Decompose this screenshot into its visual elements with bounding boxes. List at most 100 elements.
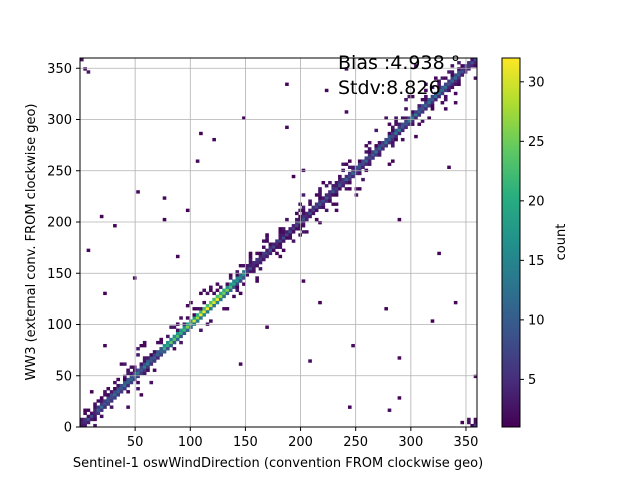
heatmap-cell (106, 393, 111, 397)
heatmap-cell (473, 374, 477, 379)
heatmap-cell (265, 236, 269, 240)
heatmap-cell (265, 233, 269, 237)
heatmap-cell (232, 294, 236, 299)
heatmap-cell (295, 227, 299, 231)
heatmap-cell (334, 184, 339, 188)
heatmap-cell (357, 162, 362, 166)
heatmap-cell (334, 202, 339, 206)
heatmap-cell (265, 254, 269, 259)
heatmap-cell (404, 97, 408, 102)
heatmap-cell (149, 353, 154, 357)
heatmap-cell (453, 91, 458, 96)
stdv-annotation: Stdv:8.826 (338, 77, 441, 99)
heatmap-cell (387, 162, 392, 166)
heatmap-cell (387, 141, 392, 145)
x-axis-label: Sentinel-1 oswWindDirection (convention … (73, 456, 483, 471)
heatmap-cell (298, 227, 302, 231)
heatmap-cell (410, 119, 415, 123)
heatmap-cell (113, 396, 117, 400)
heatmap-cell (344, 187, 349, 191)
heatmap-cell (116, 377, 120, 382)
heatmap-cell (404, 116, 408, 120)
heatmap-cell (400, 122, 405, 126)
heatmap-cell (123, 387, 127, 391)
heatmap-cell (252, 260, 256, 265)
heatmap-cell (473, 58, 477, 62)
heatmap-cell (199, 316, 203, 320)
heatmap-cell (414, 116, 418, 120)
heatmap-cell (450, 79, 455, 83)
heatmap-cell (99, 405, 104, 409)
heatmap-cell (142, 356, 147, 360)
heatmap-cell (225, 291, 230, 296)
heatmap-cell (215, 297, 220, 302)
heatmap-cell (83, 417, 87, 422)
heatmap-cell (83, 411, 87, 416)
heatmap-cell (189, 300, 193, 305)
heatmap-cell (142, 359, 147, 363)
heatmap-cell (218, 285, 223, 289)
heatmap-cell (288, 227, 293, 231)
heatmap-cell (371, 156, 375, 160)
heatmap-cell (248, 257, 253, 262)
heatmap-cell (228, 276, 233, 280)
heatmap-cell (420, 107, 425, 111)
heatmap-cell (291, 224, 296, 228)
heatmap-cell (324, 193, 329, 197)
heatmap-cell (397, 396, 402, 400)
heatmap-cell (281, 248, 286, 253)
heatmap-cell (374, 144, 379, 148)
heatmap-cell (304, 230, 309, 234)
heatmap-cell (199, 291, 203, 296)
heatmap-cell (116, 393, 120, 397)
heatmap-cell (321, 199, 326, 203)
heatmap-cell (298, 202, 302, 206)
heatmap-cell (318, 202, 322, 206)
heatmap-cell (136, 387, 140, 391)
heatmap-cell (182, 331, 187, 336)
heatmap-cell (301, 279, 306, 283)
heatmap-cell (314, 217, 319, 222)
heatmap-cell (106, 399, 111, 403)
heatmap-cell (291, 227, 296, 231)
heatmap-cell (222, 294, 226, 299)
heatmap-cell (103, 405, 107, 409)
colorbar-tick-label: 15 (528, 254, 545, 269)
heatmap-cell (450, 70, 455, 74)
heatmap-cell (304, 211, 309, 216)
heatmap-cell (265, 239, 269, 243)
heatmap-cell (258, 267, 263, 271)
heatmap-cell (169, 340, 173, 345)
heatmap-cell (354, 165, 359, 170)
heatmap-cell (209, 304, 213, 308)
heatmap-cell (93, 411, 97, 416)
heatmap-cell (225, 282, 230, 286)
heatmap-cell (311, 208, 316, 213)
y-tick-label: 0 (64, 421, 72, 436)
heatmap-cell (80, 420, 84, 425)
heatmap-cell (457, 61, 461, 65)
heatmap-cell (473, 417, 477, 422)
heatmap-cell (109, 390, 114, 394)
heatmap-cell (113, 393, 117, 397)
heatmap-cell (109, 393, 114, 397)
heatmap-cell (381, 141, 385, 145)
heatmap-cell (430, 85, 435, 90)
heatmap-cell (414, 110, 418, 114)
heatmap-cell (301, 217, 306, 222)
heatmap-cell (93, 423, 97, 427)
heatmap-cell (268, 242, 273, 246)
heatmap-cell (361, 177, 365, 182)
heatmap-cell (298, 233, 302, 237)
heatmap-cell (99, 408, 104, 412)
heatmap-cell (232, 282, 236, 286)
heatmap-cell (430, 319, 435, 323)
heatmap-cell (175, 337, 180, 342)
heatmap-cell (235, 270, 240, 274)
heatmap-cell (318, 196, 322, 200)
heatmap-cell (450, 64, 455, 68)
heatmap-cell (437, 79, 441, 83)
heatmap-cell (189, 319, 193, 323)
heatmap-cell (202, 307, 207, 311)
heatmap-cell (341, 181, 345, 185)
